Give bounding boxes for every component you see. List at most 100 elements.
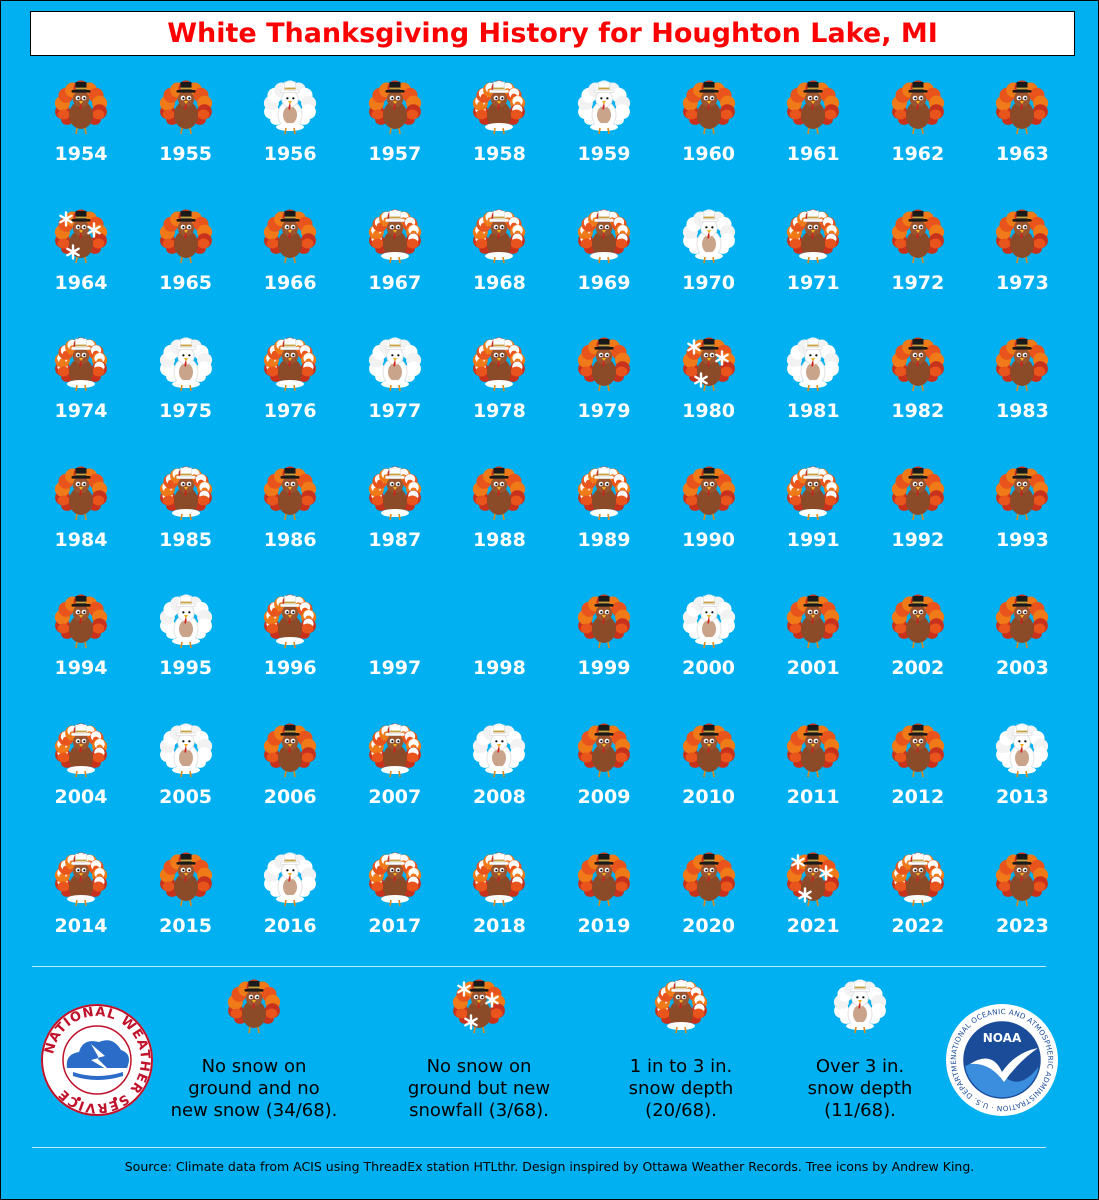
year-label: 1956 — [263, 143, 317, 165]
year-label: 2001 — [786, 657, 840, 680]
year-cell-1998: 1998 — [459, 588, 539, 698]
turkey-icon-mid — [368, 852, 421, 906]
nws-logo: NATIONAL WEATHER SERVICE — [39, 1002, 155, 1122]
turkey-icon-deep — [159, 723, 212, 778]
year-cell-1967: 1967 — [355, 203, 435, 313]
turkey-icon-none — [996, 80, 1049, 135]
turkey-icon-mid — [891, 852, 944, 906]
year-label: 1970 — [682, 271, 736, 294]
year-cell-1972: 1972 — [878, 203, 958, 313]
year-label: 2014 — [54, 914, 108, 937]
turkey-icon-none — [227, 979, 281, 1034]
turkey-icon-none — [264, 209, 317, 263]
turkey-icon-none — [577, 594, 631, 649]
year-label: 2006 — [263, 786, 317, 808]
year-label: 1973 — [995, 271, 1049, 294]
year-cell-2006: 2006 — [250, 717, 330, 827]
turkey-icon-newsnow — [54, 209, 108, 263]
turkey-icon-deep — [264, 852, 317, 906]
turkey-icon-none — [787, 80, 840, 135]
turkey-icon-deep — [996, 723, 1049, 778]
year-label: 1960 — [682, 143, 736, 165]
turkey-icon-mid — [473, 209, 526, 263]
year-cell-1987: 1987 — [355, 460, 435, 570]
year-label: 1997 — [368, 657, 422, 680]
turkey-icon-mid — [473, 852, 526, 906]
turkey-icon-mid — [264, 594, 317, 649]
year-label: 1976 — [263, 400, 317, 423]
year-label: 1961 — [786, 143, 840, 165]
year-label: 1994 — [54, 657, 108, 680]
year-label: 1985 — [159, 528, 213, 551]
year-label: 1959 — [577, 143, 631, 165]
year-cell-1971: 1971 — [773, 203, 853, 313]
turkey-icon-mid — [368, 209, 421, 263]
year-cell-1961: 1961 — [773, 74, 853, 184]
year-cell-1958: 1958 — [459, 74, 539, 184]
turkey-icon-none — [54, 594, 108, 649]
year-label: 1998 — [472, 657, 526, 680]
divider-bottom — [32, 1147, 1046, 1148]
year-cell-1985: 1985 — [146, 460, 226, 570]
year-cell-1980: 1980 — [669, 331, 749, 441]
year-cell-2010: 2010 — [669, 717, 749, 827]
turkey-icon-none — [682, 852, 735, 906]
year-label: 1982 — [891, 400, 945, 423]
turkey-icon-mid — [54, 723, 108, 778]
year-label: 1995 — [159, 657, 213, 680]
year-label: 1983 — [995, 400, 1049, 423]
turkey-icon-newsnow — [452, 979, 506, 1034]
year-cell-1991: 1991 — [773, 460, 853, 570]
year-label: 1957 — [368, 143, 422, 165]
noaa-logo: NATIONAL OCEANIC AND ATMOSPHERIC ADMINIS… — [941, 995, 1060, 1122]
year-cell-1977: 1977 — [355, 331, 435, 441]
year-cell-1981: 1981 — [773, 331, 853, 441]
year-cell-1996: 1996 — [250, 588, 330, 698]
year-label: 1958 — [472, 143, 526, 165]
turkey-icon-deep — [833, 979, 887, 1034]
year-cell-2000: 2000 — [669, 588, 749, 698]
year-cell-1956: 1956 — [250, 74, 330, 184]
turkey-icon-mid — [787, 466, 840, 520]
year-cell-1984: 1984 — [41, 460, 121, 570]
year-cell-2013: 2013 — [982, 717, 1062, 827]
year-cell-1955: 1955 — [146, 74, 226, 184]
turkey-icon-deep — [787, 337, 840, 392]
turkey-icon-mid — [159, 466, 212, 520]
year-cell-2011: 2011 — [773, 717, 853, 827]
chart-title: White Thanksgiving History for Houghton … — [167, 18, 938, 49]
turkey-icon-none — [682, 723, 735, 778]
year-cell-1983: 1983 — [982, 331, 1062, 441]
turkey-icon-none — [891, 337, 944, 392]
year-cell-2016: 2016 — [250, 846, 330, 956]
year-label: 1954 — [54, 143, 108, 165]
year-cell-1992: 1992 — [878, 460, 958, 570]
year-label: 2018 — [472, 914, 526, 937]
year-cell-1979: 1979 — [564, 331, 644, 441]
turkey-icon-deep — [159, 594, 212, 649]
year-cell-1994: 1994 — [41, 588, 121, 698]
year-label: 1969 — [577, 271, 631, 294]
source-note: Source: Climate data from ACIS using Thr… — [124, 1159, 975, 1174]
year-label: 1962 — [891, 143, 945, 165]
year-label: 1999 — [577, 657, 631, 680]
year-cell-1974: 1974 — [41, 331, 121, 441]
year-cell-2019: 2019 — [564, 846, 644, 956]
year-label: 1996 — [263, 657, 317, 680]
year-cell-1999: 1999 — [564, 588, 644, 698]
year-label: 2019 — [577, 914, 631, 937]
year-label: 1989 — [577, 528, 631, 551]
year-cell-2004: 2004 — [41, 717, 121, 827]
noaa-logo-graphic: NATIONAL OCEANIC AND ATMOSPHERIC ADMINIS… — [941, 995, 1058, 1116]
turkey-icon-none — [787, 723, 840, 778]
turkey-icon-mid — [473, 337, 526, 392]
year-label: 2004 — [54, 786, 108, 808]
year-cell-2018: 2018 — [459, 846, 539, 956]
year-label: 1986 — [263, 528, 317, 551]
year-label: 1990 — [682, 528, 736, 551]
year-cell-1989: 1989 — [564, 460, 644, 570]
legend-label: No snow on ground and no new snow (34/68… — [170, 1056, 338, 1121]
year-label: 1981 — [786, 400, 840, 423]
year-cell-2009: 2009 — [564, 717, 644, 827]
turkey-icon-none — [891, 723, 944, 778]
